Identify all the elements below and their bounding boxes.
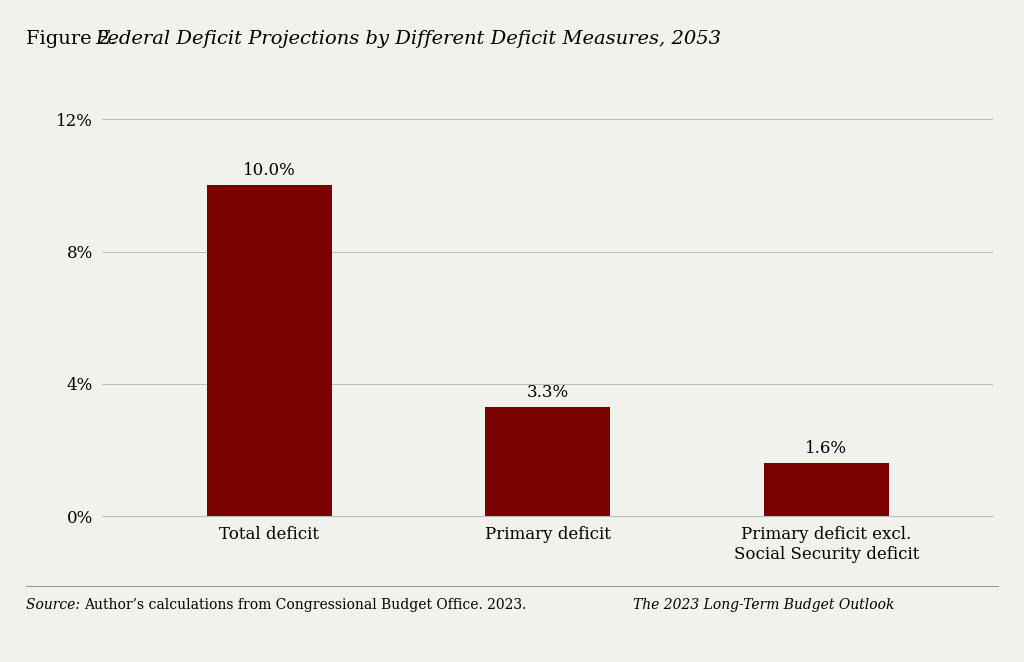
Bar: [764, 463, 889, 516]
Text: Figure 2.: Figure 2.: [26, 30, 122, 48]
Bar: [485, 407, 610, 516]
Text: 3.3%: 3.3%: [526, 384, 569, 401]
Text: 10.0%: 10.0%: [243, 162, 296, 179]
Text: Author’s calculations from Congressional Budget Office. 2023.: Author’s calculations from Congressional…: [84, 598, 530, 612]
Text: Source:: Source:: [26, 598, 84, 612]
Text: The 2023 Long-Term Budget Outlook: The 2023 Long-Term Budget Outlook: [633, 598, 894, 612]
Text: .: .: [855, 598, 859, 612]
Text: 1.6%: 1.6%: [805, 440, 847, 457]
Bar: [207, 185, 332, 516]
Text: Federal Deficit Projections by Different Deficit Measures, 2053: Federal Deficit Projections by Different…: [95, 30, 721, 48]
